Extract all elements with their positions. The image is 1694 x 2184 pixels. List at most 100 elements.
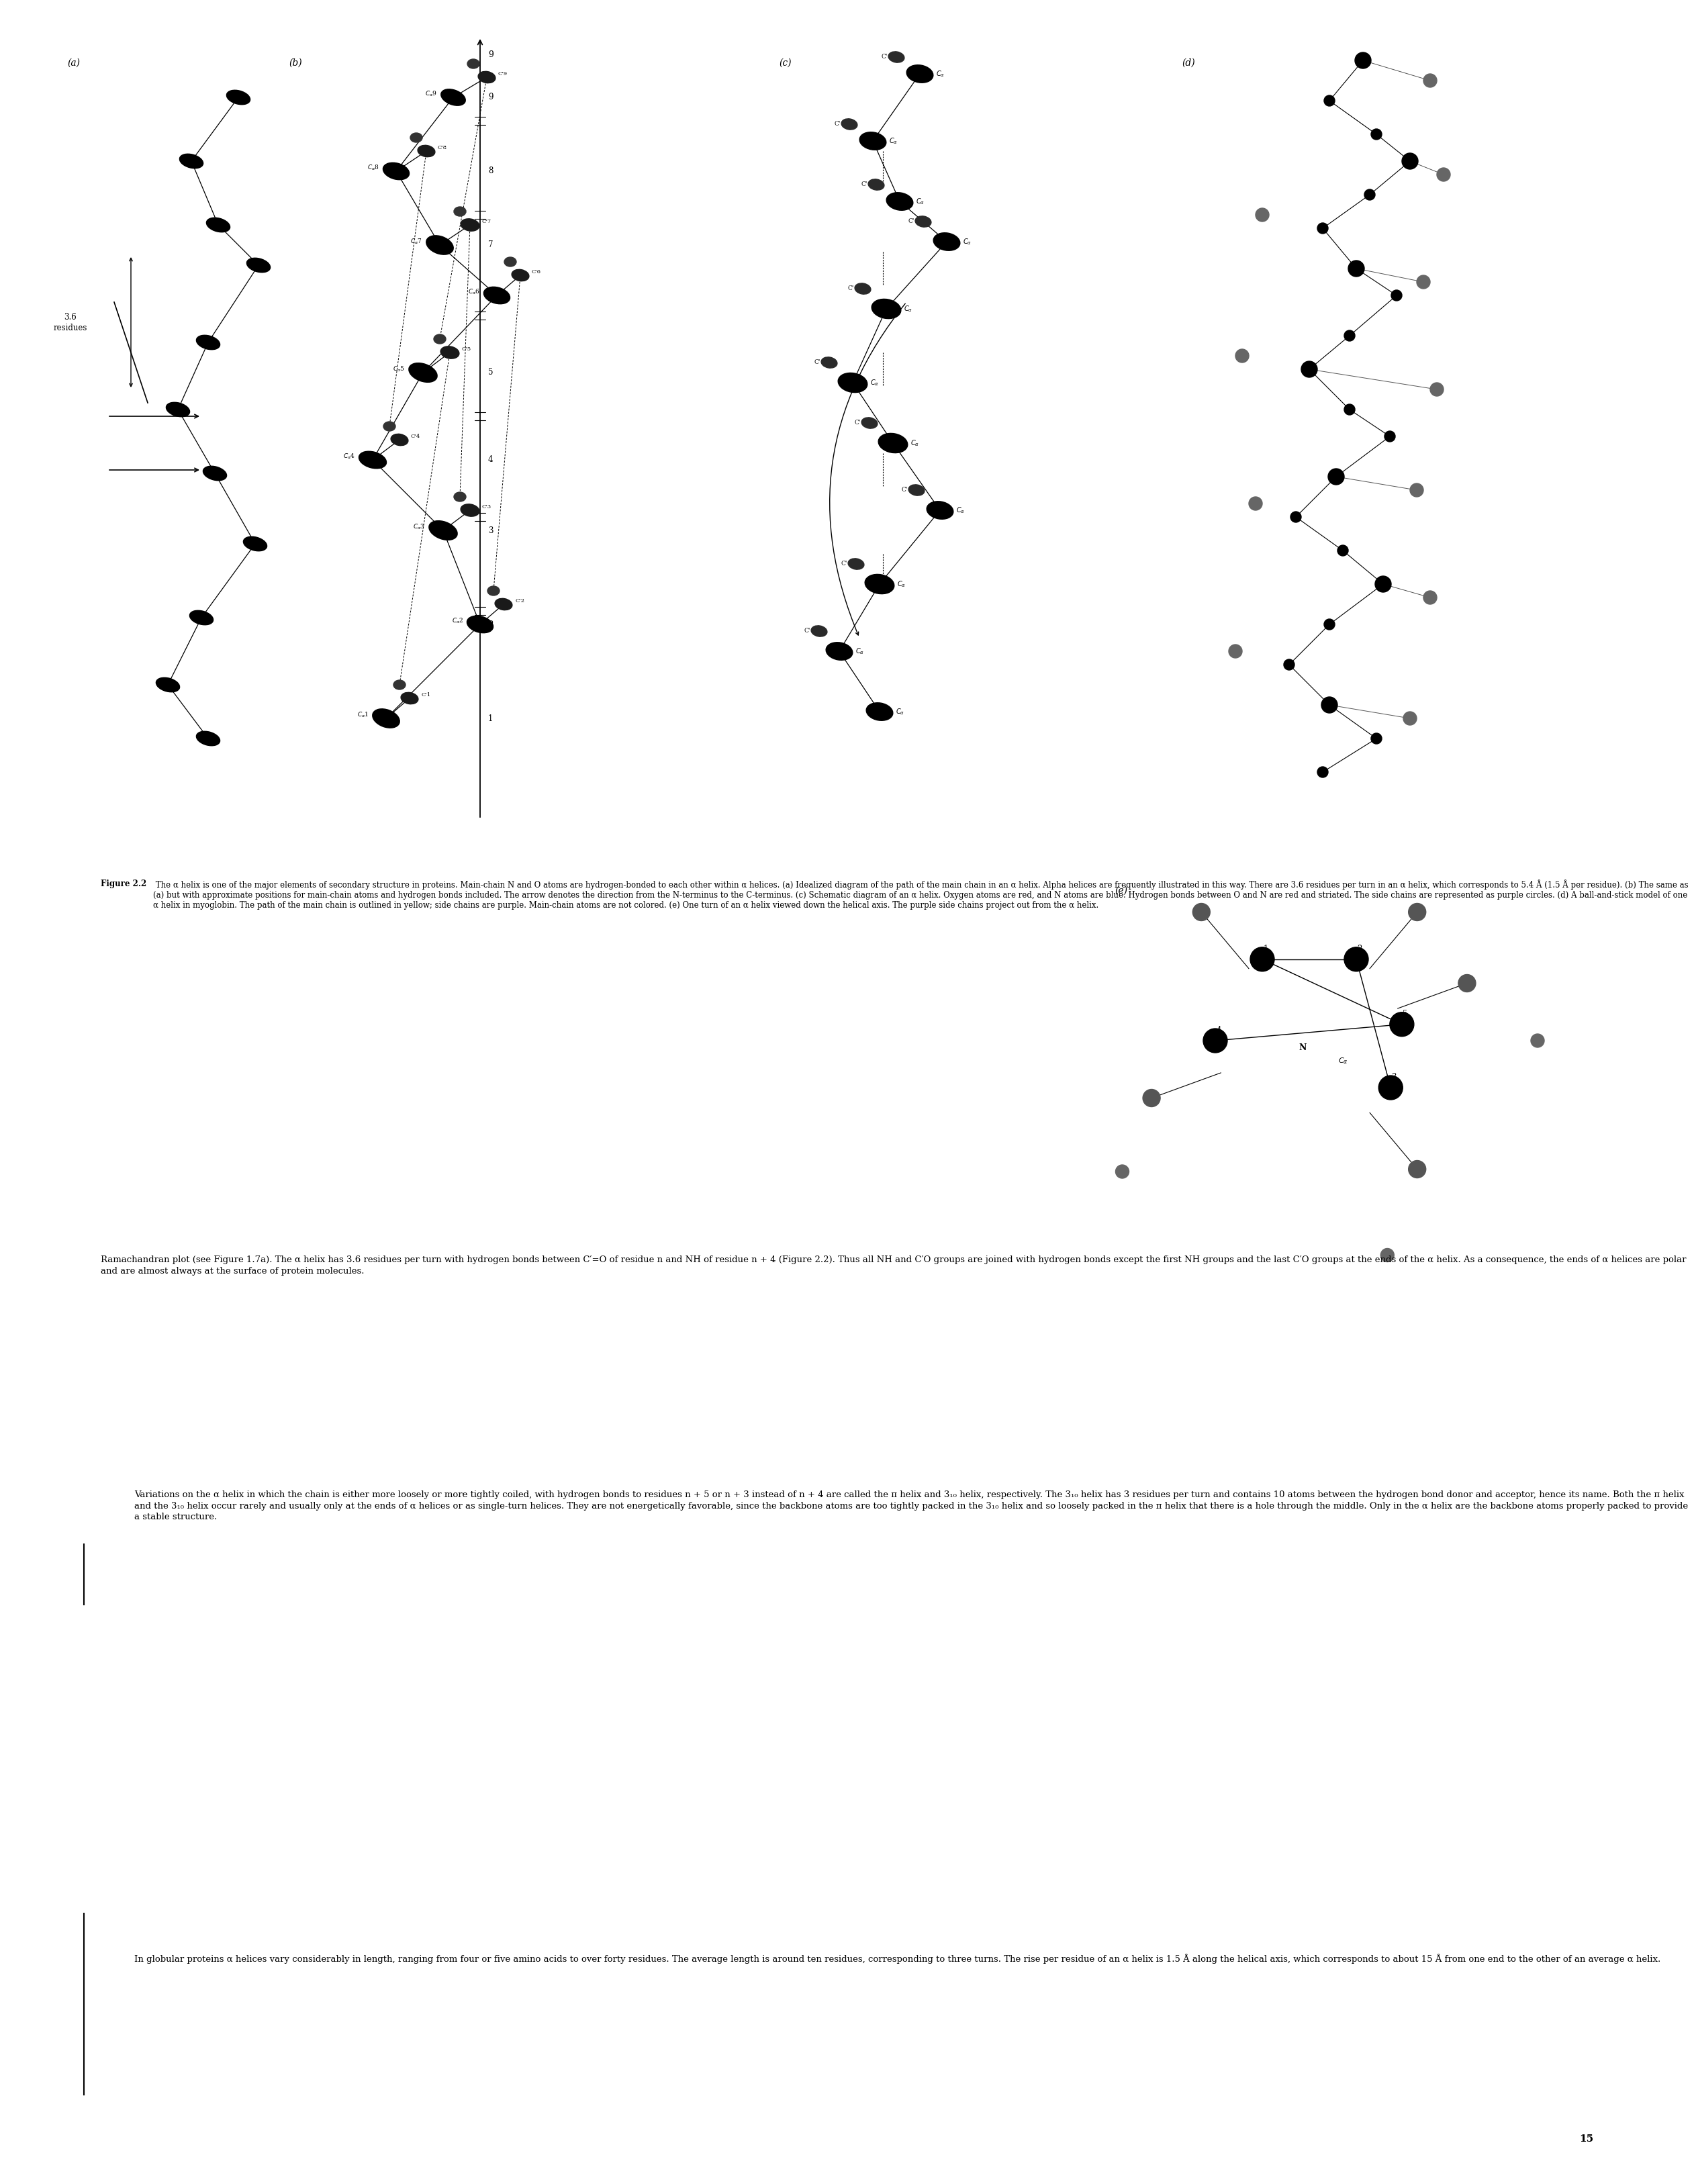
- Text: 3: 3: [1391, 1072, 1396, 1081]
- Ellipse shape: [359, 452, 386, 470]
- Ellipse shape: [484, 286, 510, 304]
- Circle shape: [1203, 1029, 1228, 1053]
- Text: C'6: C'6: [532, 269, 540, 275]
- Circle shape: [1325, 96, 1335, 107]
- Ellipse shape: [373, 710, 400, 727]
- Ellipse shape: [468, 59, 479, 68]
- Ellipse shape: [440, 347, 459, 358]
- Circle shape: [1459, 974, 1475, 992]
- Circle shape: [1531, 1033, 1545, 1048]
- Circle shape: [1248, 496, 1262, 511]
- Text: N: N: [1299, 1044, 1306, 1053]
- Text: $C_\alpha$: $C_\alpha$: [916, 197, 925, 205]
- Text: 2: 2: [488, 620, 493, 629]
- Text: $C_\alpha$8: $C_\alpha$8: [368, 164, 379, 173]
- Text: $C_\alpha$: $C_\alpha$: [910, 439, 920, 448]
- Ellipse shape: [383, 422, 395, 430]
- Circle shape: [1343, 330, 1355, 341]
- Ellipse shape: [429, 520, 457, 539]
- Ellipse shape: [408, 363, 437, 382]
- Circle shape: [1391, 290, 1403, 301]
- Circle shape: [1370, 129, 1382, 140]
- Ellipse shape: [811, 625, 827, 636]
- Text: The α helix is one of the major elements of secondary structure in proteins. Mai: The α helix is one of the major elements…: [152, 880, 1689, 911]
- Ellipse shape: [888, 52, 905, 63]
- Text: C'4: C'4: [412, 435, 420, 439]
- Circle shape: [1408, 1160, 1426, 1177]
- Circle shape: [1408, 904, 1426, 922]
- Circle shape: [1318, 223, 1328, 234]
- Text: C': C': [901, 487, 908, 494]
- Text: 5: 5: [488, 369, 493, 378]
- Text: $C_\alpha$: $C_\alpha$: [896, 708, 905, 716]
- Text: $C_\alpha$9: $C_\alpha$9: [425, 90, 437, 98]
- Text: 1: 1: [488, 714, 493, 723]
- Text: C'3: C'3: [483, 505, 491, 509]
- Text: (a): (a): [68, 59, 80, 68]
- Text: 3.6
residues: 3.6 residues: [54, 312, 88, 332]
- Ellipse shape: [855, 284, 871, 295]
- Ellipse shape: [244, 537, 268, 550]
- Ellipse shape: [827, 642, 852, 660]
- Ellipse shape: [468, 616, 493, 633]
- Ellipse shape: [203, 465, 227, 480]
- Ellipse shape: [866, 703, 893, 721]
- Text: 6: 6: [488, 290, 493, 299]
- Circle shape: [1409, 483, 1423, 496]
- Ellipse shape: [869, 179, 884, 190]
- Ellipse shape: [454, 491, 466, 502]
- Circle shape: [1321, 697, 1338, 712]
- Text: 1: 1: [1264, 943, 1269, 952]
- Ellipse shape: [488, 585, 500, 596]
- Ellipse shape: [505, 258, 517, 266]
- Ellipse shape: [862, 417, 877, 428]
- Text: $C_\alpha$: $C_\alpha$: [898, 579, 906, 590]
- Circle shape: [1403, 712, 1416, 725]
- Ellipse shape: [418, 146, 435, 157]
- Ellipse shape: [927, 502, 954, 520]
- Circle shape: [1376, 577, 1391, 592]
- Circle shape: [1379, 1075, 1403, 1101]
- Text: $C_\alpha$: $C_\alpha$: [1338, 1057, 1348, 1066]
- Text: C': C': [805, 627, 810, 633]
- Text: C': C': [908, 218, 915, 225]
- Circle shape: [1143, 1090, 1160, 1107]
- Ellipse shape: [197, 334, 220, 349]
- Circle shape: [1348, 260, 1364, 277]
- Circle shape: [1381, 1249, 1394, 1262]
- Ellipse shape: [872, 299, 901, 319]
- Text: $C_\alpha$: $C_\alpha$: [889, 135, 898, 146]
- Text: 9: 9: [488, 50, 493, 59]
- Text: $C_\alpha$4: $C_\alpha$4: [344, 452, 356, 461]
- Text: $C_\alpha$: $C_\alpha$: [955, 507, 966, 515]
- Ellipse shape: [842, 118, 857, 129]
- Text: $C_\alpha$: $C_\alpha$: [855, 646, 864, 655]
- Circle shape: [1430, 382, 1443, 395]
- Ellipse shape: [247, 258, 271, 273]
- Text: C': C': [815, 358, 820, 365]
- Ellipse shape: [495, 598, 512, 609]
- Ellipse shape: [478, 72, 495, 83]
- Text: 4: 4: [488, 456, 493, 465]
- Circle shape: [1291, 511, 1301, 522]
- Text: C'5: C'5: [462, 347, 471, 352]
- Ellipse shape: [849, 559, 864, 570]
- Text: 4: 4: [1216, 1026, 1221, 1035]
- Text: C': C': [881, 55, 888, 59]
- Circle shape: [1228, 644, 1242, 657]
- Circle shape: [1318, 767, 1328, 778]
- Ellipse shape: [822, 356, 837, 369]
- Text: C': C': [847, 286, 854, 290]
- Circle shape: [1364, 190, 1376, 201]
- Ellipse shape: [906, 66, 933, 83]
- Circle shape: [1193, 904, 1210, 922]
- Circle shape: [1250, 948, 1274, 972]
- Ellipse shape: [166, 402, 190, 417]
- Ellipse shape: [915, 216, 932, 227]
- Text: $C_\alpha$2: $C_\alpha$2: [452, 616, 462, 625]
- Text: C': C': [861, 181, 867, 188]
- Ellipse shape: [180, 153, 203, 168]
- Text: (c): (c): [779, 59, 791, 68]
- Ellipse shape: [207, 218, 230, 232]
- Circle shape: [1423, 74, 1437, 87]
